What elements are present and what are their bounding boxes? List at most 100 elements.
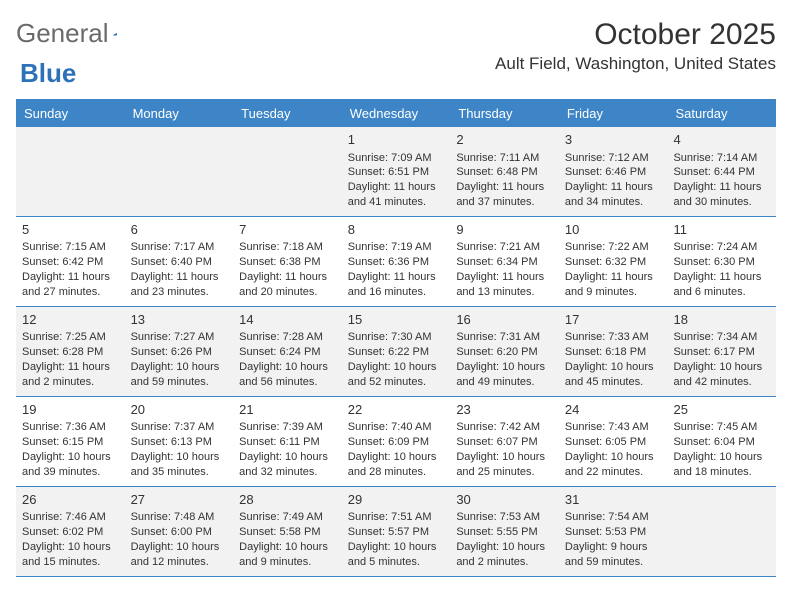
weeks-container: 1Sunrise: 7:09 AMSunset: 6:51 PMDaylight… xyxy=(16,126,776,577)
calendar-cell: 8Sunrise: 7:19 AMSunset: 6:36 PMDaylight… xyxy=(342,217,451,306)
cell-line: Sunrise: 7:40 AM xyxy=(348,420,445,435)
cell-line: Sunrise: 7:37 AM xyxy=(131,420,228,435)
cell-line: and 25 minutes. xyxy=(456,465,553,480)
cell-line: and 2 minutes. xyxy=(22,375,119,390)
cell-line: Daylight: 11 hours xyxy=(565,270,662,285)
cell-line: Sunset: 6:11 PM xyxy=(239,435,336,450)
calendar-cell: 2Sunrise: 7:11 AMSunset: 6:48 PMDaylight… xyxy=(450,127,559,216)
calendar-cell: 3Sunrise: 7:12 AMSunset: 6:46 PMDaylight… xyxy=(559,127,668,216)
cell-line: Daylight: 10 hours xyxy=(131,360,228,375)
cell-line: and 23 minutes. xyxy=(131,285,228,300)
cell-line: Sunrise: 7:36 AM xyxy=(22,420,119,435)
brand-part1: General xyxy=(16,18,109,49)
cell-line: and 28 minutes. xyxy=(348,465,445,480)
cell-line: Daylight: 9 hours xyxy=(565,540,662,555)
calendar-cell: 22Sunrise: 7:40 AMSunset: 6:09 PMDayligh… xyxy=(342,397,451,486)
cell-line: Sunset: 5:58 PM xyxy=(239,525,336,540)
cell-line: Daylight: 10 hours xyxy=(673,450,770,465)
cell-line: Sunrise: 7:22 AM xyxy=(565,240,662,255)
cell-line: and 35 minutes. xyxy=(131,465,228,480)
cell-line: Sunrise: 7:34 AM xyxy=(673,330,770,345)
dayhead-tue: Tuesday xyxy=(233,101,342,126)
cell-line: Sunset: 6:34 PM xyxy=(456,255,553,270)
day-number: 19 xyxy=(22,401,119,419)
day-number: 12 xyxy=(22,311,119,329)
cell-line: Sunset: 6:42 PM xyxy=(22,255,119,270)
cell-line: Sunset: 6:36 PM xyxy=(348,255,445,270)
day-number: 17 xyxy=(565,311,662,329)
dayhead-thu: Thursday xyxy=(450,101,559,126)
day-number: 15 xyxy=(348,311,445,329)
cell-line: Daylight: 11 hours xyxy=(673,270,770,285)
week-row: 1Sunrise: 7:09 AMSunset: 6:51 PMDaylight… xyxy=(16,126,776,217)
calendar-cell: 24Sunrise: 7:43 AMSunset: 6:05 PMDayligh… xyxy=(559,397,668,486)
day-number: 20 xyxy=(131,401,228,419)
cell-line: and 56 minutes. xyxy=(239,375,336,390)
cell-line: Sunrise: 7:39 AM xyxy=(239,420,336,435)
cell-line: and 45 minutes. xyxy=(565,375,662,390)
cell-line: Sunset: 6:32 PM xyxy=(565,255,662,270)
day-number: 27 xyxy=(131,491,228,509)
day-number: 28 xyxy=(239,491,336,509)
week-row: 12Sunrise: 7:25 AMSunset: 6:28 PMDayligh… xyxy=(16,307,776,397)
day-number: 29 xyxy=(348,491,445,509)
calendar-cell xyxy=(233,127,342,216)
cell-line: Sunrise: 7:27 AM xyxy=(131,330,228,345)
cell-line: Daylight: 11 hours xyxy=(348,270,445,285)
dayhead-fri: Friday xyxy=(559,101,668,126)
cell-line: Sunrise: 7:28 AM xyxy=(239,330,336,345)
calendar-cell: 14Sunrise: 7:28 AMSunset: 6:24 PMDayligh… xyxy=(233,307,342,396)
cell-line: Daylight: 10 hours xyxy=(22,450,119,465)
cell-line: Sunset: 6:48 PM xyxy=(456,165,553,180)
cell-line: Daylight: 10 hours xyxy=(565,450,662,465)
cell-line: Daylight: 10 hours xyxy=(456,360,553,375)
cell-line: and 32 minutes. xyxy=(239,465,336,480)
dayhead-wed: Wednesday xyxy=(342,101,451,126)
cell-line: Sunrise: 7:17 AM xyxy=(131,240,228,255)
dayhead-sun: Sunday xyxy=(16,101,125,126)
title-block: October 2025 Ault Field, Washington, Uni… xyxy=(495,18,776,74)
brand-icon xyxy=(113,24,117,44)
dayhead-sat: Saturday xyxy=(667,101,776,126)
day-number: 3 xyxy=(565,131,662,149)
week-row: 19Sunrise: 7:36 AMSunset: 6:15 PMDayligh… xyxy=(16,397,776,487)
cell-line: Daylight: 11 hours xyxy=(239,270,336,285)
day-number: 21 xyxy=(239,401,336,419)
cell-line: Sunrise: 7:54 AM xyxy=(565,510,662,525)
calendar-cell: 15Sunrise: 7:30 AMSunset: 6:22 PMDayligh… xyxy=(342,307,451,396)
cell-line: Sunrise: 7:25 AM xyxy=(22,330,119,345)
brand-logo: General xyxy=(16,18,141,49)
cell-line: Sunrise: 7:14 AM xyxy=(673,151,770,166)
calendar-cell: 28Sunrise: 7:49 AMSunset: 5:58 PMDayligh… xyxy=(233,487,342,576)
cell-line: Sunrise: 7:11 AM xyxy=(456,151,553,166)
cell-line: Daylight: 10 hours xyxy=(565,360,662,375)
cell-line: Sunrise: 7:46 AM xyxy=(22,510,119,525)
cell-line: Sunrise: 7:51 AM xyxy=(348,510,445,525)
cell-line: Sunrise: 7:19 AM xyxy=(348,240,445,255)
cell-line: and 16 minutes. xyxy=(348,285,445,300)
cell-line: and 37 minutes. xyxy=(456,195,553,210)
calendar-cell: 21Sunrise: 7:39 AMSunset: 6:11 PMDayligh… xyxy=(233,397,342,486)
cell-line: Sunset: 6:18 PM xyxy=(565,345,662,360)
calendar-cell: 26Sunrise: 7:46 AMSunset: 6:02 PMDayligh… xyxy=(16,487,125,576)
cell-line: Sunset: 6:02 PM xyxy=(22,525,119,540)
dayhead-mon: Monday xyxy=(125,101,234,126)
cell-line: Daylight: 11 hours xyxy=(22,270,119,285)
cell-line: and 20 minutes. xyxy=(239,285,336,300)
cell-line: Sunset: 5:55 PM xyxy=(456,525,553,540)
day-number: 26 xyxy=(22,491,119,509)
cell-line: Sunset: 6:17 PM xyxy=(673,345,770,360)
day-number: 24 xyxy=(565,401,662,419)
location-text: Ault Field, Washington, United States xyxy=(495,54,776,74)
day-number: 6 xyxy=(131,221,228,239)
cell-line: and 5 minutes. xyxy=(348,555,445,570)
cell-line: Sunrise: 7:24 AM xyxy=(673,240,770,255)
calendar-cell: 11Sunrise: 7:24 AMSunset: 6:30 PMDayligh… xyxy=(667,217,776,306)
day-header-row: Sunday Monday Tuesday Wednesday Thursday… xyxy=(16,101,776,126)
cell-line: and 6 minutes. xyxy=(673,285,770,300)
calendar-cell: 10Sunrise: 7:22 AMSunset: 6:32 PMDayligh… xyxy=(559,217,668,306)
calendar-cell: 12Sunrise: 7:25 AMSunset: 6:28 PMDayligh… xyxy=(16,307,125,396)
calendar-cell xyxy=(16,127,125,216)
cell-line: Sunset: 6:44 PM xyxy=(673,165,770,180)
calendar-cell: 13Sunrise: 7:27 AMSunset: 6:26 PMDayligh… xyxy=(125,307,234,396)
